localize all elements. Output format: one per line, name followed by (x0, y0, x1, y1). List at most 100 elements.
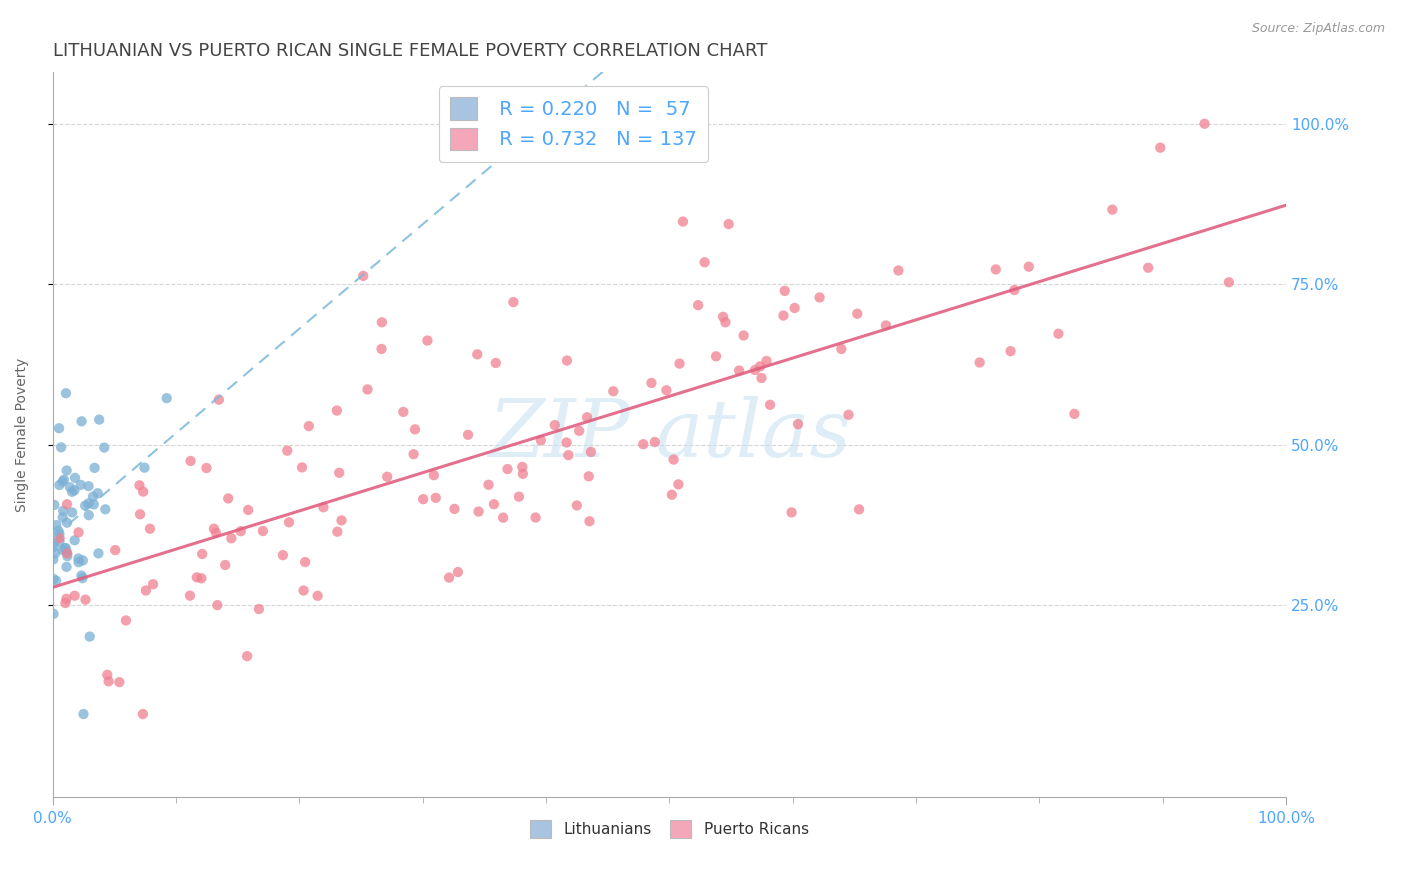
Point (544, 418, 567, 433)
Point (447, 565, 470, 579)
Point (55, 591, 77, 606)
Point (247, 602, 270, 616)
Point (44, 536, 66, 550)
Point (772, 309, 794, 323)
Point (75, 592, 97, 607)
Point (666, 477, 689, 491)
Point (1063, 407, 1085, 421)
Point (82, 490, 104, 504)
Point (276, 443, 298, 458)
Point (661, 488, 683, 502)
Point (48, 531, 70, 545)
Point (56, 546, 79, 560)
Point (759, 398, 782, 412)
Point (416, 334, 439, 348)
Point (467, 505, 489, 519)
Point (97, 674, 120, 689)
Point (555, 435, 578, 450)
Point (984, 262, 1007, 277)
Point (557, 448, 579, 462)
Point (44, 498, 66, 512)
Point (60, 505, 83, 519)
Point (278, 516, 301, 530)
Point (524, 510, 547, 524)
Point (808, 290, 831, 304)
Point (69, 478, 91, 492)
Point (510, 459, 533, 474)
Point (67, 555, 90, 569)
Point (44, 546, 66, 560)
Point (190, 571, 212, 585)
Point (77, 508, 100, 523)
Point (45, 574, 67, 588)
Point (108, 675, 131, 690)
Point (508, 490, 530, 504)
Point (328, 466, 350, 480)
Point (135, 583, 157, 598)
Point (42, 572, 65, 586)
Point (371, 315, 394, 329)
Point (1194, 117, 1216, 131)
Point (48, 534, 70, 549)
Point (63, 483, 86, 498)
Point (179, 589, 201, 603)
Point (67, 551, 90, 566)
Y-axis label: Single Female Poverty: Single Female Poverty (15, 358, 30, 512)
Point (52, 475, 75, 489)
Point (55, 596, 77, 610)
Point (77, 496, 100, 510)
Point (482, 497, 505, 511)
Point (75, 499, 97, 513)
Point (55, 559, 77, 574)
Point (755, 354, 778, 368)
Point (96, 668, 118, 682)
Point (67, 525, 90, 540)
Point (156, 391, 179, 405)
Point (477, 477, 499, 491)
Point (717, 217, 740, 231)
Point (714, 315, 737, 329)
Point (55, 463, 77, 477)
Point (77, 479, 100, 493)
Point (312, 500, 335, 515)
Point (1101, 202, 1123, 217)
Point (63, 589, 86, 603)
Point (129, 508, 152, 522)
Point (565, 499, 588, 513)
Point (402, 447, 425, 461)
Point (139, 522, 162, 536)
Point (465, 347, 488, 361)
Point (229, 524, 252, 539)
Point (356, 383, 378, 397)
Point (63, 471, 86, 485)
Point (688, 298, 710, 312)
Point (1000, 344, 1022, 359)
Point (578, 514, 600, 528)
Point (53, 541, 76, 555)
Point (48, 421, 70, 435)
Point (205, 525, 228, 540)
Point (271, 548, 294, 562)
Point (392, 405, 415, 419)
Point (457, 427, 479, 442)
Point (502, 295, 524, 310)
Point (56, 497, 79, 511)
Point (128, 478, 150, 492)
Point (56, 516, 79, 530)
Point (49, 440, 72, 454)
Point (375, 470, 398, 484)
Point (530, 434, 553, 448)
Point (294, 555, 316, 569)
Point (56, 549, 79, 564)
Point (633, 437, 655, 451)
Point (298, 419, 321, 434)
Point (93, 441, 115, 455)
Point (42, 540, 65, 554)
Point (42, 607, 65, 621)
Point (1149, 141, 1171, 155)
Point (875, 318, 897, 333)
Point (787, 417, 810, 431)
Point (744, 363, 766, 377)
Point (576, 410, 599, 425)
Point (217, 491, 239, 506)
